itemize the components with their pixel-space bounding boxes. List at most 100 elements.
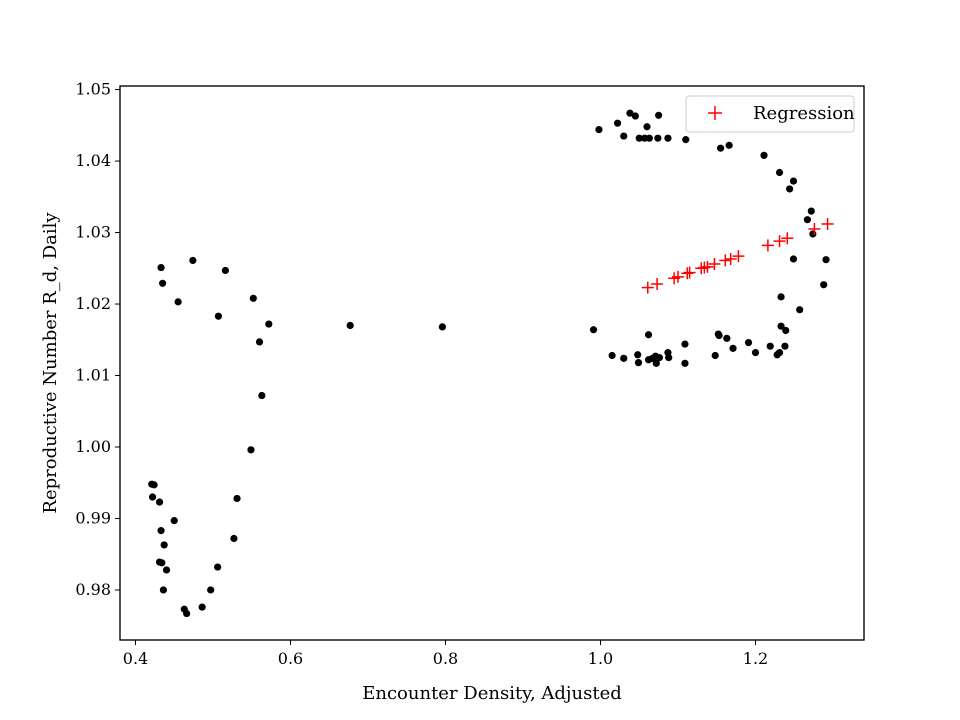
data-point: [643, 123, 651, 131]
data-point: [150, 481, 158, 489]
data-point: [626, 109, 634, 117]
data-point: [803, 216, 812, 224]
data-point: [157, 527, 165, 535]
data-point: [645, 134, 653, 142]
data-point: [247, 446, 255, 454]
regression-point: [672, 270, 684, 283]
data-point: [221, 266, 229, 275]
data-point: [255, 338, 264, 346]
data-point: [155, 498, 164, 506]
legend: Regression: [685, 95, 855, 133]
y-tick-label: 1.05: [75, 80, 111, 99]
data-point: [682, 136, 690, 144]
data-point: [744, 339, 753, 347]
data-point: [620, 132, 628, 140]
data-point: [717, 144, 725, 152]
x-tick-label: 1.2: [743, 649, 768, 668]
data-point: [174, 298, 182, 306]
data-point: [595, 126, 603, 134]
regression-point: [781, 232, 794, 245]
data-point: [723, 334, 731, 342]
x-tick-label: 1.0: [588, 649, 613, 668]
data-point: [183, 609, 191, 618]
regression-point: [773, 235, 786, 248]
data-point: [589, 326, 598, 334]
data-point: [715, 331, 723, 340]
plot-border: [119, 85, 865, 641]
y-tick-label: 1.02: [75, 294, 111, 313]
data-point: [158, 559, 166, 567]
y-tick-label: 0.99: [75, 508, 111, 527]
x-axis: 0.4 0.6 0.8 1.0 1.2: [123, 640, 768, 668]
regression-point: [701, 260, 714, 273]
data-point: [789, 255, 798, 263]
data-point: [214, 563, 222, 571]
x-tick-label: 0.4: [123, 649, 148, 668]
data-point: [807, 207, 815, 215]
plot-area: [119, 85, 865, 641]
data-point: [170, 517, 178, 525]
data-point: [631, 112, 639, 120]
legend-box: [685, 95, 855, 133]
data-point: [198, 603, 206, 611]
data-point: [207, 586, 215, 594]
x-axis-label: Encounter Density, Adjusted: [362, 683, 622, 704]
data-point: [665, 354, 673, 362]
regression-point: [719, 254, 732, 267]
regression-point: [708, 257, 721, 270]
y-tick-label: 1.03: [75, 223, 111, 242]
data-point: [613, 119, 622, 127]
regression-point: [683, 266, 696, 279]
legend-marker-plus: [708, 106, 722, 120]
x-tick-label: 0.8: [433, 649, 458, 668]
data-point: [230, 534, 238, 543]
data-point: [634, 351, 642, 359]
data-point: [644, 331, 653, 339]
data-point: [652, 359, 660, 367]
regression-point: [808, 222, 821, 235]
data-point: [681, 359, 689, 367]
data-point: [822, 256, 830, 264]
data-point: [214, 312, 223, 320]
data-point: [654, 134, 662, 142]
data-point: [159, 586, 167, 594]
data-point: [655, 354, 664, 362]
data-point: [438, 323, 446, 331]
data-point: [781, 342, 789, 350]
data-point: [159, 279, 167, 287]
data-point: [782, 326, 790, 335]
data-point: [777, 322, 785, 330]
data-point: [751, 349, 760, 357]
data-point: [620, 354, 628, 362]
regression-point: [732, 250, 745, 263]
y-axis: 0.98 0.99 1.00 1.01 1.02 1.03 1.04 1.05: [75, 80, 120, 599]
data-point: [157, 263, 165, 272]
data-point: [796, 306, 804, 314]
data-point: [789, 177, 798, 185]
data-point: [711, 351, 719, 360]
y-tick-label: 1.01: [75, 366, 111, 385]
data-point: [189, 256, 197, 265]
regression-point: [724, 252, 737, 265]
regression-point: [821, 217, 834, 230]
data-point: [681, 340, 689, 348]
data-point: [777, 293, 785, 301]
data-point: [233, 494, 241, 503]
data-point: [635, 134, 643, 142]
data-point: [346, 321, 354, 330]
data-point: [634, 359, 643, 367]
data-point: [608, 351, 616, 360]
data-point: [775, 168, 784, 177]
data-point: [664, 134, 672, 142]
regression-point: [651, 278, 664, 291]
data-point: [809, 230, 817, 238]
data-point: [258, 391, 266, 400]
data-point: [775, 349, 784, 357]
y-tick-label: 0.98: [75, 580, 111, 599]
x-tick-label: 0.6: [278, 649, 303, 668]
data-point: [162, 566, 171, 574]
data-point: [148, 493, 157, 501]
data-point: [655, 111, 663, 119]
data-point: [760, 151, 768, 159]
